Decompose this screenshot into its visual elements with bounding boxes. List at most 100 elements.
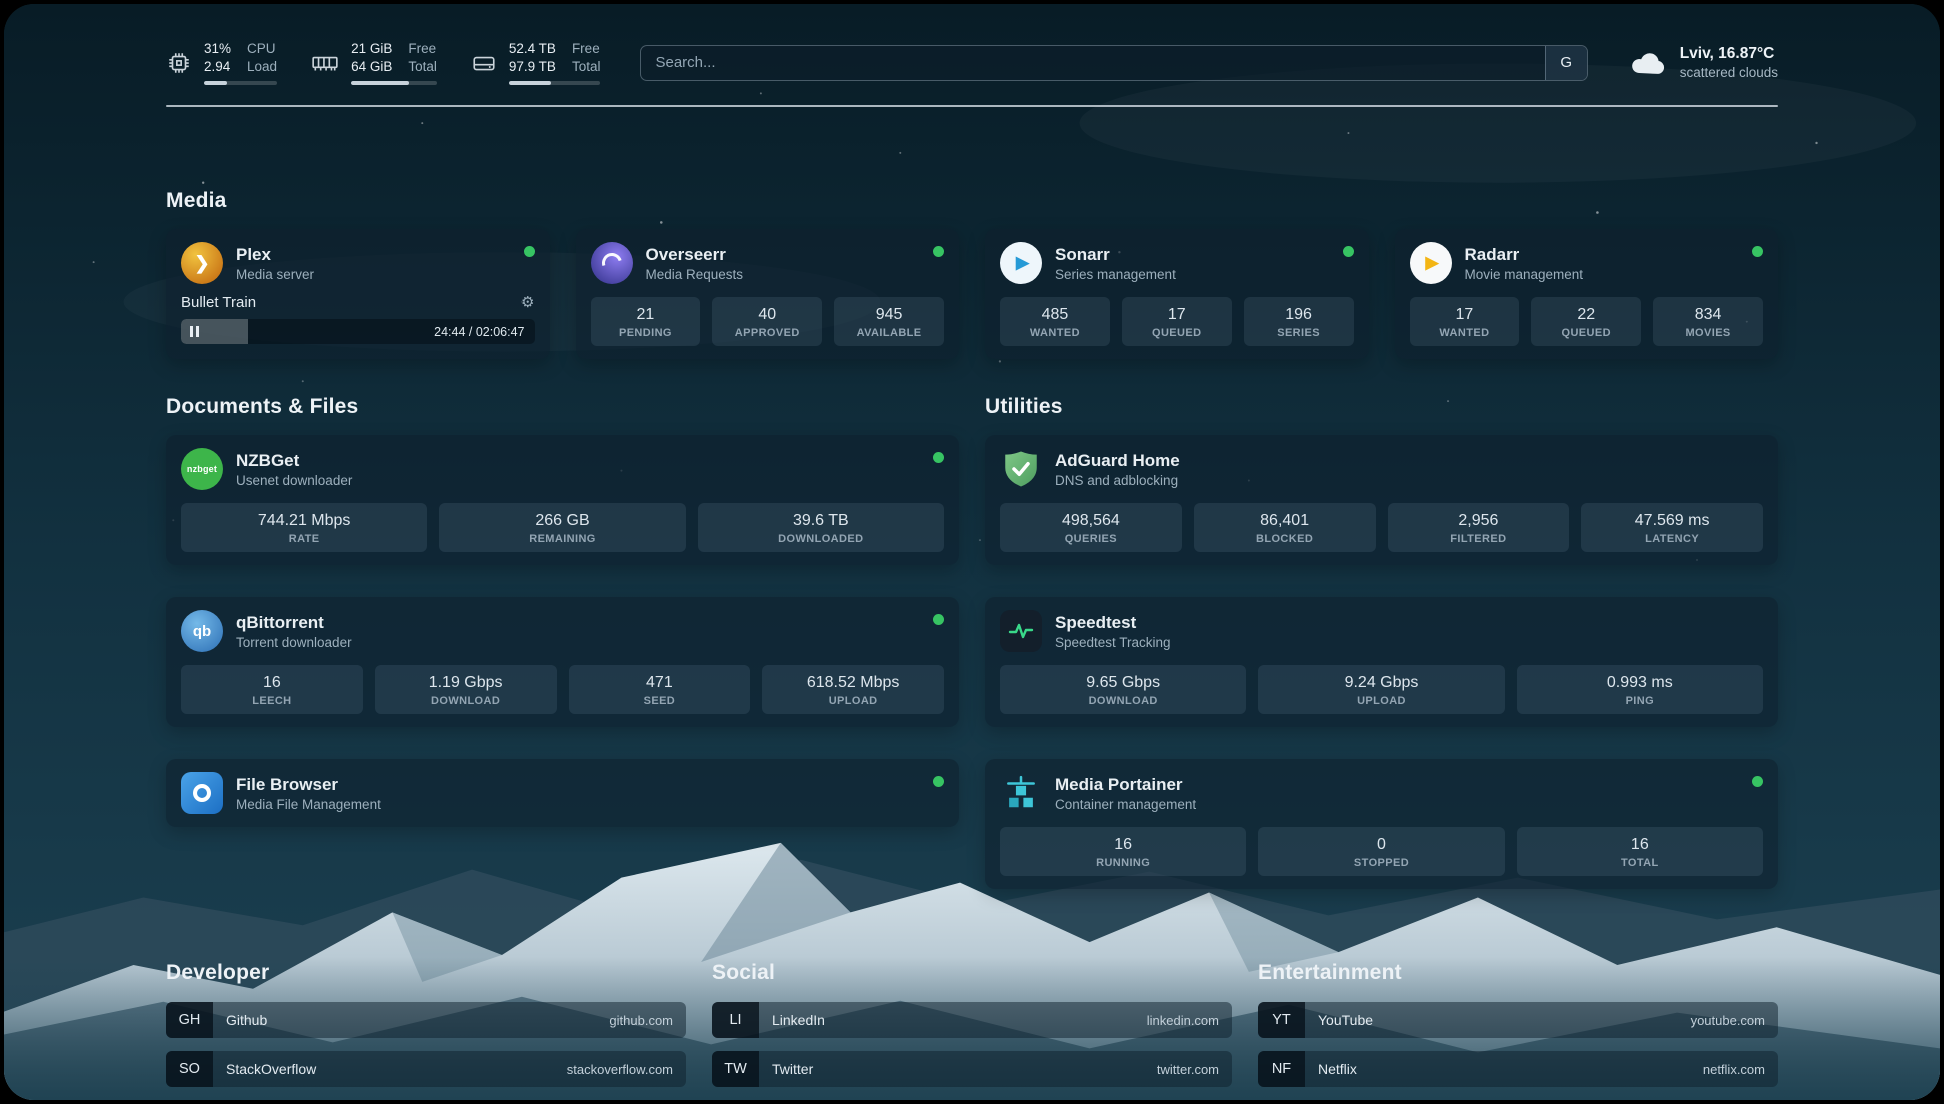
bookmark-abbr: GH <box>166 1002 213 1038</box>
stat-box: 47.569 ms LATENCY <box>1581 503 1763 552</box>
service-card-portainer[interactable]: Media Portainer Container management 16 R… <box>985 759 1778 889</box>
stat-box: 744.21 Mbps RATE <box>181 503 428 552</box>
service-card-nzbget[interactable]: nzbget NZBGet Usenet downloader 744.21 M… <box>166 435 959 565</box>
plex-glyph: ❯ <box>194 252 210 273</box>
playback-progress-bar[interactable]: 24:44 / 02:06:47 <box>181 319 535 344</box>
cpu-percent-label: CPU <box>247 41 276 56</box>
cpu-icon <box>169 52 189 73</box>
service-card-qbittorrent[interactable]: qb qBittorrent Torrent downloader 16 LEEC… <box>166 597 959 727</box>
section-title-entertainment: Entertainment <box>1258 961 1402 984</box>
stat-box: 834 MOVIES <box>1653 297 1763 346</box>
bookmark-twitter[interactable]: TW Twitter twitter.com <box>712 1051 1232 1087</box>
bookmark-github[interactable]: GH Github github.com <box>166 1002 686 1038</box>
now-playing-title: Bullet Train <box>181 293 257 311</box>
portainer-icon <box>1000 772 1042 814</box>
service-card-radarr[interactable]: ▶ Radarr Movie management 17 WANTED 22 QUE… <box>1394 229 1778 359</box>
stat-label: LEECH <box>252 695 292 707</box>
service-card-overseerr[interactable]: Overseerr Media Requests 21 PENDING 40 APP… <box>575 229 959 359</box>
memory-free-label: Free <box>408 41 437 56</box>
search-provider-button[interactable]: G <box>1544 45 1587 80</box>
bookmark-abbr: LI <box>712 1002 759 1038</box>
stat-label: DOWNLOAD <box>1088 695 1158 707</box>
disk-total: 97.9 TB <box>508 59 556 74</box>
cpu-usage-bar <box>204 81 278 85</box>
service-subtitle: DNS and adblocking <box>1055 472 1179 488</box>
bookmark-name: Github <box>226 1012 268 1028</box>
service-subtitle: Series management <box>1055 266 1176 282</box>
stat-label: WANTED <box>1029 327 1080 339</box>
stat-label: PING <box>1625 695 1655 707</box>
playback-time: 24:44 / 02:06:47 <box>434 324 525 339</box>
memory-total-label: Total <box>408 59 437 74</box>
service-name: AdGuard Home <box>1055 450 1180 470</box>
stat-box: 0 STOPPED <box>1258 827 1505 876</box>
stat-box: 196 SERIES <box>1243 297 1354 346</box>
stat-box: 16 TOTAL <box>1516 827 1763 876</box>
cpu-percent: 31% <box>204 41 232 56</box>
stat-value: 0 <box>1377 836 1386 853</box>
status-dot <box>1752 776 1763 787</box>
stat-label: LATENCY <box>1645 533 1700 545</box>
weather-condition: scattered clouds <box>1679 65 1778 80</box>
section-title-developer: Developer <box>166 961 270 984</box>
stat-value: 39.6 TB <box>792 512 849 529</box>
search-input[interactable] <box>641 45 1545 80</box>
stat-value: 17 <box>1455 306 1474 323</box>
bookmark-abbr: YT <box>1258 1002 1305 1038</box>
stat-label: WANTED <box>1439 327 1490 339</box>
service-name: Speedtest <box>1055 612 1137 632</box>
service-card-sonarr[interactable]: ▶ Sonarr Series management 485 WANTED 17 Q… <box>985 229 1369 359</box>
search-bar: G <box>640 44 1588 81</box>
stat-box: 1.19 Gbps DOWNLOAD <box>374 665 557 714</box>
service-subtitle: Speedtest Tracking <box>1055 634 1171 650</box>
bookmark-domain: linkedin.com <box>1146 1012 1219 1028</box>
stat-box: 40 APPROVED <box>712 297 823 346</box>
bookmark-youtube[interactable]: YT YouTube youtube.com <box>1258 1002 1778 1038</box>
media-card-grid: ❯ Plex Media server Bullet Train ⚙ 24:44… <box>166 229 1778 359</box>
gear-icon[interactable]: ⚙ <box>521 294 535 311</box>
service-subtitle: Media File Management <box>236 796 381 812</box>
bookmark-stackoverflow[interactable]: SO StackOverflow stackoverflow.com <box>166 1051 686 1087</box>
disk-widget: 52.4 TB Free 97.9 TB Total <box>471 40 601 85</box>
stat-value: 618.52 Mbps <box>806 674 900 691</box>
stat-box: 945 AVAILABLE <box>834 297 944 346</box>
service-card-adguard[interactable]: AdGuard Home DNS and adblocking 498,564 Q… <box>985 435 1778 565</box>
stat-value: 1.19 Gbps <box>428 674 503 691</box>
pause-icon[interactable] <box>190 326 199 337</box>
section-title-media: Media <box>166 189 227 212</box>
section-title-documents: Documents & Files <box>166 395 359 418</box>
bookmark-domain: github.com <box>609 1012 673 1028</box>
memory-usage-bar <box>351 81 437 85</box>
stat-label: STOPPED <box>1353 857 1410 869</box>
sonarr-glyph: ▶ <box>1015 253 1030 272</box>
weather-widget: Lviv, 16.87°C scattered clouds <box>1628 45 1778 80</box>
bookmark-abbr: TW <box>712 1051 759 1087</box>
service-subtitle: Container management <box>1055 796 1197 812</box>
bookmark-linkedin[interactable]: LI LinkedIn linkedin.com <box>712 1002 1232 1038</box>
stat-value: 47.569 ms <box>1634 512 1710 529</box>
stat-value: 86,401 <box>1260 512 1310 529</box>
service-card-speedtest[interactable]: Speedtest Speedtest Tracking 9.65 Gbps DO… <box>985 597 1778 727</box>
memory-usage-fill <box>351 81 409 85</box>
bookmark-group-developer: Developer GH Github github.com SO StackO… <box>166 961 686 1100</box>
stat-value: 485 <box>1041 306 1069 323</box>
stat-box: 16 RUNNING <box>1000 827 1247 876</box>
service-card-filebrowser[interactable]: File Browser Media File Management <box>166 759 959 827</box>
stat-label: UPLOAD <box>1357 695 1406 707</box>
qbittorrent-glyph: qb <box>192 622 212 640</box>
stat-box: 618.52 Mbps UPLOAD <box>762 665 944 714</box>
stat-box: 498,564 QUERIES <box>1000 503 1182 552</box>
cpu-usage-fill <box>204 81 227 85</box>
stat-value: 16 <box>262 674 281 691</box>
cloud-icon <box>1631 52 1664 74</box>
bookmark-domain: twitter.com <box>1156 1061 1219 1077</box>
stat-label: REMAINING <box>529 533 596 545</box>
filebrowser-icon <box>181 772 223 814</box>
bookmark-netflix[interactable]: NF Netflix netflix.com <box>1258 1051 1778 1087</box>
stat-value: 16 <box>1114 836 1133 853</box>
disk-icon <box>473 56 495 70</box>
stat-box: 17 WANTED <box>1409 297 1520 346</box>
service-card-plex[interactable]: ❯ Plex Media server Bullet Train ⚙ 24:44… <box>166 229 550 359</box>
stat-box: 9.24 Gbps UPLOAD <box>1258 665 1505 714</box>
documents-column: Documents & Files nzbget NZBGet Usenet d… <box>166 395 959 827</box>
